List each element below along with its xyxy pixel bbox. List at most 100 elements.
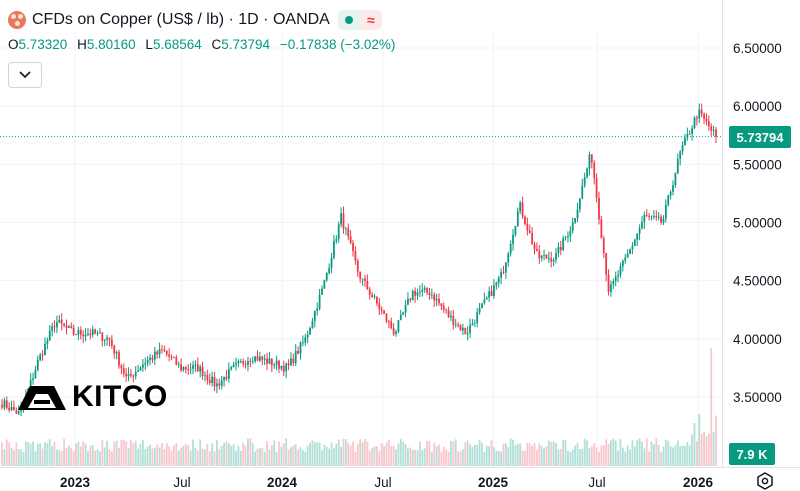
candle-body <box>82 334 85 337</box>
candle <box>32 372 34 385</box>
candle <box>426 287 428 296</box>
volume-bar <box>316 442 319 466</box>
kitco-logo-text: KITCO <box>72 380 168 413</box>
volume-bar <box>612 438 615 466</box>
x-tick-label: 2025 <box>478 475 509 490</box>
volume-bar <box>387 439 390 466</box>
volume-bar <box>204 449 206 466</box>
candle-body <box>588 154 591 169</box>
volume-bar <box>247 438 249 466</box>
candle-body <box>220 380 223 386</box>
candle <box>180 358 182 373</box>
candle <box>194 360 197 372</box>
candle <box>67 324 70 328</box>
candle-body <box>213 376 216 387</box>
candle <box>664 199 667 223</box>
candle <box>213 371 216 392</box>
candle-body <box>251 361 254 362</box>
candle-body <box>385 313 388 322</box>
candle-body <box>402 312 405 315</box>
candle-body <box>655 216 658 218</box>
candle-body <box>156 351 159 355</box>
candle-body <box>232 364 235 368</box>
high-key: H <box>77 37 87 52</box>
volume-bar <box>676 440 679 466</box>
candle <box>500 268 502 285</box>
volume-bar <box>626 445 629 466</box>
candle <box>266 352 268 371</box>
candle-body <box>318 294 321 309</box>
candle <box>349 230 352 245</box>
volume-bar <box>502 443 505 466</box>
candle-body <box>459 324 462 331</box>
volume-bar <box>230 445 233 466</box>
candle <box>41 350 44 361</box>
candle <box>15 407 18 414</box>
volume-bar <box>122 439 125 466</box>
volume-bar <box>70 447 73 466</box>
volume-bar <box>170 450 173 466</box>
candle-body <box>686 133 689 138</box>
candle-body <box>409 298 412 301</box>
volume-bar <box>182 445 185 466</box>
settings-icon[interactable] <box>756 472 774 490</box>
candle <box>688 130 691 135</box>
candle-body <box>600 219 603 239</box>
volume-bar <box>27 441 30 466</box>
candle <box>695 115 698 126</box>
candle-body <box>261 356 264 360</box>
volume-bar <box>294 444 297 466</box>
candle-body <box>125 373 128 377</box>
market-status-pill[interactable]: ≈ <box>337 10 382 30</box>
volume-bar <box>77 441 80 466</box>
candle <box>376 296 378 307</box>
candle-body <box>84 334 87 337</box>
candle <box>454 318 457 328</box>
volume-bar <box>691 434 694 466</box>
candle <box>442 302 445 314</box>
volume-bar <box>318 442 321 466</box>
candle <box>567 231 569 243</box>
candle <box>533 241 536 255</box>
candle <box>99 327 101 334</box>
volume-bar <box>17 449 20 466</box>
candle <box>435 293 438 307</box>
collapse-legend-button[interactable] <box>8 62 42 88</box>
volume-bar <box>684 445 686 466</box>
candle <box>311 318 314 329</box>
candle-body <box>244 364 247 365</box>
candle-body <box>514 226 517 235</box>
volume-bar <box>261 447 264 466</box>
compare-icon: ≈ <box>359 10 382 30</box>
candle <box>251 356 254 365</box>
candle-body <box>13 406 15 411</box>
y-tick-label: 3.50000 <box>733 390 782 405</box>
volume-bar <box>536 450 538 466</box>
volume-bar <box>356 444 359 466</box>
volume-bar <box>65 448 68 466</box>
candle <box>65 319 68 335</box>
volume-bar <box>301 450 304 466</box>
volume-bar <box>1 442 3 466</box>
volume-bar <box>504 443 507 466</box>
volume-bar <box>153 447 156 466</box>
volume-bar <box>364 439 366 466</box>
volume-bar <box>681 445 684 466</box>
candle-body <box>650 216 653 218</box>
candle <box>77 326 80 341</box>
volume-bar <box>421 449 424 466</box>
candle-body <box>359 271 362 280</box>
candle <box>237 359 240 368</box>
candle <box>247 356 249 372</box>
candle <box>416 288 419 301</box>
candle-body <box>235 363 237 365</box>
volume-bar <box>662 446 665 466</box>
candle <box>385 313 388 324</box>
candle-body <box>578 198 581 210</box>
candle-body <box>414 290 417 296</box>
candle <box>106 334 108 346</box>
candle <box>519 200 522 215</box>
candle-body <box>648 215 651 217</box>
candle <box>588 151 591 176</box>
